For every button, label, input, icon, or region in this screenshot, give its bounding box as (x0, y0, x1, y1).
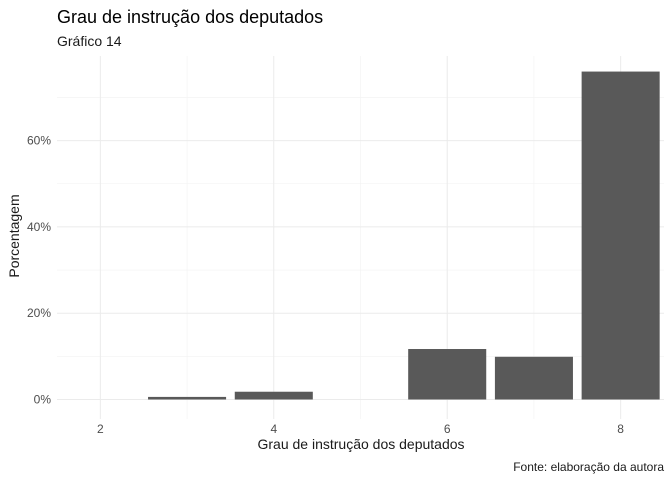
x-tick-label: 2 (97, 422, 104, 436)
bar (581, 71, 660, 400)
x-tick-label: 8 (617, 422, 624, 436)
y-tick-label: 0% (34, 393, 52, 407)
y-axis-title: Porcentagem (6, 194, 22, 277)
y-tick-label: 20% (27, 306, 51, 320)
x-axis-title: Grau de instrução dos deputados (257, 436, 464, 452)
x-axis-ticks: 2 4 6 8 (97, 422, 624, 436)
x-tick-label: 4 (270, 422, 277, 436)
minor-gridlines (57, 56, 664, 419)
y-axis-ticks: 0% 20% 40% 60% (27, 134, 51, 407)
bar (494, 356, 573, 400)
chart-caption: Fonte: elaboração da autora (513, 460, 664, 474)
y-tick-label: 60% (27, 134, 51, 148)
bar (408, 349, 487, 400)
chart-subtitle: Gráfico 14 (57, 33, 122, 49)
bars (148, 71, 660, 400)
bar (148, 396, 227, 400)
bar (234, 391, 313, 400)
y-tick-label: 40% (27, 220, 51, 234)
chart-title: Grau de instrução dos deputados (57, 7, 323, 27)
x-tick-label: 6 (444, 422, 451, 436)
